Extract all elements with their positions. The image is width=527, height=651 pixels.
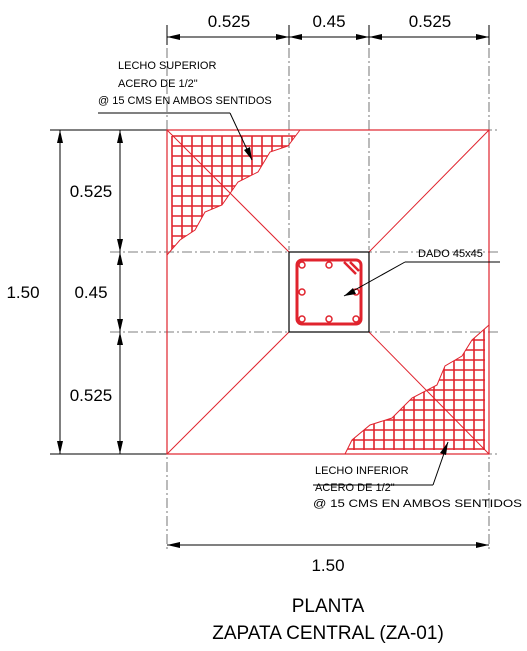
top-rebar-mesh (171, 135, 300, 255)
dim-top-right: 0.525 (409, 12, 452, 31)
dim-bottom-total: 1.50 (311, 556, 344, 575)
note-bottom-layer-line2: ACERO DE 1/2" (315, 482, 395, 494)
note-pedestal: DADO 45x45 (418, 248, 483, 260)
dim-top-left: 0.525 (208, 12, 251, 31)
dim-left-top: 0.525 (70, 182, 113, 201)
top-dimension-line (166, 25, 490, 45)
note-bottom-layer-line1: LECHO INFERIOR (315, 465, 409, 477)
pedestal (288, 251, 370, 333)
note-top-layer-line2: ACERO DE 1/2" (118, 78, 198, 90)
footing-outline (166, 129, 490, 455)
dim-left-total: 1.50 (6, 283, 39, 302)
leader-lines (98, 112, 500, 486)
top-break-line (166, 129, 301, 256)
bottom-break-line (344, 324, 490, 455)
drawing-subtitle: ZAPATA CENTRAL (ZA-01) (212, 623, 444, 644)
dim-left-center: 0.45 (74, 283, 107, 302)
bottom-rebar-mesh (345, 325, 485, 450)
bottom-dimension-line (167, 542, 489, 548)
centerlines (50, 30, 500, 550)
drawing-title: PLANTA (292, 596, 365, 617)
left-dimension-lines (50, 129, 167, 455)
dim-top-center: 0.45 (312, 12, 345, 31)
note-top-layer-line1: LECHO SUPERIOR (118, 60, 216, 72)
note-top-layer-line3: @ 15 CMS EN AMBOS SENTIDOS (98, 95, 272, 107)
note-bottom-layer-line3: @ 15 CMS EN AMBOS SENTIDOS (313, 498, 522, 510)
dim-left-bottom: 0.525 (70, 386, 113, 405)
